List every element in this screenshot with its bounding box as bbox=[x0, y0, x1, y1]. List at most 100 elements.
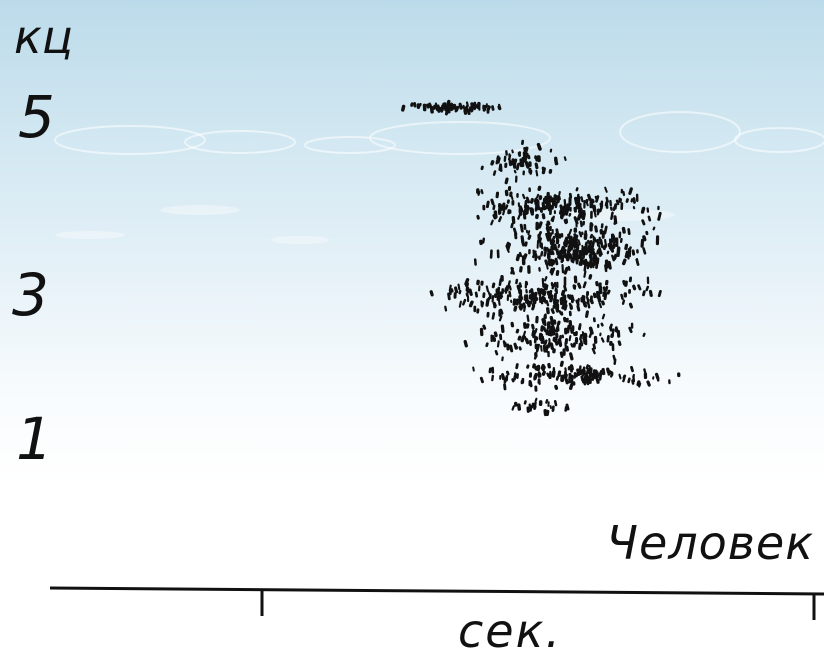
scatter-dot bbox=[510, 267, 514, 275]
scatter-dot bbox=[550, 308, 555, 314]
scatter-dot bbox=[496, 155, 500, 161]
scatter-dot bbox=[522, 302, 526, 307]
scatter-dot bbox=[630, 365, 634, 373]
scatter-dot bbox=[485, 200, 490, 209]
scatter-dot bbox=[624, 250, 629, 259]
scatter-dot bbox=[517, 403, 522, 411]
scatter-dot bbox=[586, 375, 590, 381]
scatter-dot bbox=[609, 246, 615, 253]
scatter-dot bbox=[510, 222, 514, 229]
scatter-dot bbox=[589, 223, 594, 229]
scatter-dot bbox=[542, 344, 547, 353]
scatter-dot bbox=[583, 379, 588, 386]
scatter-dot bbox=[591, 204, 597, 213]
scatter-dot bbox=[559, 297, 563, 306]
scatter-dot bbox=[442, 103, 446, 109]
scatter-dot bbox=[534, 155, 539, 162]
scatter-dot bbox=[490, 198, 495, 206]
scatter-dot bbox=[532, 403, 537, 408]
scatter-dot bbox=[565, 403, 570, 411]
scatter-dot bbox=[577, 323, 582, 330]
scatter-dot bbox=[521, 193, 526, 200]
scatter-dot bbox=[591, 262, 595, 269]
series-label: Человек bbox=[606, 516, 814, 570]
scatter-dot bbox=[454, 286, 459, 294]
scatter-dot bbox=[498, 278, 503, 287]
scatter-dot bbox=[531, 329, 535, 337]
scatter-dot bbox=[458, 289, 462, 295]
scatter-dot bbox=[601, 300, 605, 306]
scatter-dot bbox=[566, 203, 571, 211]
scatter-dot bbox=[597, 294, 602, 303]
scatter-dot bbox=[557, 243, 561, 249]
scatter-dot bbox=[523, 147, 528, 155]
scatter-dot bbox=[537, 289, 542, 297]
scatter-dot bbox=[549, 197, 553, 203]
scatter-dot bbox=[628, 302, 634, 309]
scatter-dot bbox=[523, 400, 527, 405]
scatter-dot bbox=[589, 299, 594, 305]
scatter-dot bbox=[479, 376, 484, 384]
scatter-dot bbox=[524, 160, 530, 169]
scatter-dot bbox=[606, 289, 611, 295]
scatter-dot bbox=[525, 323, 530, 329]
scatter-dot bbox=[545, 399, 549, 404]
scatter-dot bbox=[534, 328, 538, 334]
scatter-dot bbox=[498, 216, 502, 223]
scatter-dot bbox=[558, 209, 563, 215]
scatter-dot bbox=[540, 250, 544, 257]
scatter-dot bbox=[568, 374, 572, 380]
scatter-dot bbox=[577, 282, 582, 289]
scatter-dot bbox=[549, 239, 553, 246]
scatter-dot bbox=[536, 142, 542, 151]
scatter-dot bbox=[551, 325, 556, 333]
scatter-dot bbox=[605, 201, 609, 209]
scatter-dot bbox=[563, 156, 567, 161]
scatter-dot bbox=[493, 331, 498, 338]
scatter-dot bbox=[572, 255, 575, 264]
scatter-dot bbox=[566, 325, 570, 331]
scatter-dot bbox=[544, 339, 548, 346]
scatter-dot bbox=[536, 193, 540, 198]
scatter-dot bbox=[524, 241, 528, 247]
scatter-dot bbox=[598, 374, 602, 381]
scatter-dot bbox=[520, 235, 525, 245]
scatter-dot bbox=[641, 219, 646, 226]
scatter-dot bbox=[458, 300, 462, 308]
scatter-dot bbox=[545, 262, 549, 270]
scatter-dot bbox=[496, 340, 500, 348]
scatter-dot bbox=[588, 365, 592, 371]
scatter-dot bbox=[599, 238, 604, 249]
scatter-dot bbox=[507, 154, 512, 161]
scatter-dot bbox=[563, 218, 568, 225]
scatter-dot bbox=[622, 258, 627, 266]
scatter-dot bbox=[622, 279, 626, 286]
scatter-dot bbox=[642, 290, 646, 297]
scatter-dot bbox=[502, 209, 506, 216]
scatter-dot bbox=[596, 209, 601, 216]
scatter-dot bbox=[534, 397, 538, 403]
scatter-dot bbox=[491, 282, 496, 289]
scatter-dot bbox=[578, 231, 583, 238]
scatter-dot bbox=[613, 218, 617, 225]
scatter-dot bbox=[576, 212, 583, 221]
scatter-dot bbox=[598, 301, 603, 309]
scatter-dot bbox=[539, 334, 543, 340]
scatter-dot bbox=[604, 186, 608, 193]
scatter-dot bbox=[583, 375, 587, 380]
scatter-dot bbox=[531, 300, 536, 307]
scatter-dot bbox=[525, 196, 531, 204]
scatter-dot bbox=[581, 251, 586, 257]
scatter-dot bbox=[531, 323, 535, 330]
scatter-dot bbox=[586, 301, 591, 309]
scatter-dot bbox=[513, 169, 517, 174]
scatter-dot bbox=[551, 215, 555, 223]
scatter-dot bbox=[596, 238, 600, 247]
scatter-dot bbox=[468, 300, 474, 308]
scatter-dot bbox=[565, 345, 570, 352]
scatter-dot bbox=[606, 334, 610, 343]
scatter-dot bbox=[560, 256, 565, 262]
scatter-dot bbox=[559, 360, 564, 367]
scatter-dot bbox=[555, 228, 560, 238]
